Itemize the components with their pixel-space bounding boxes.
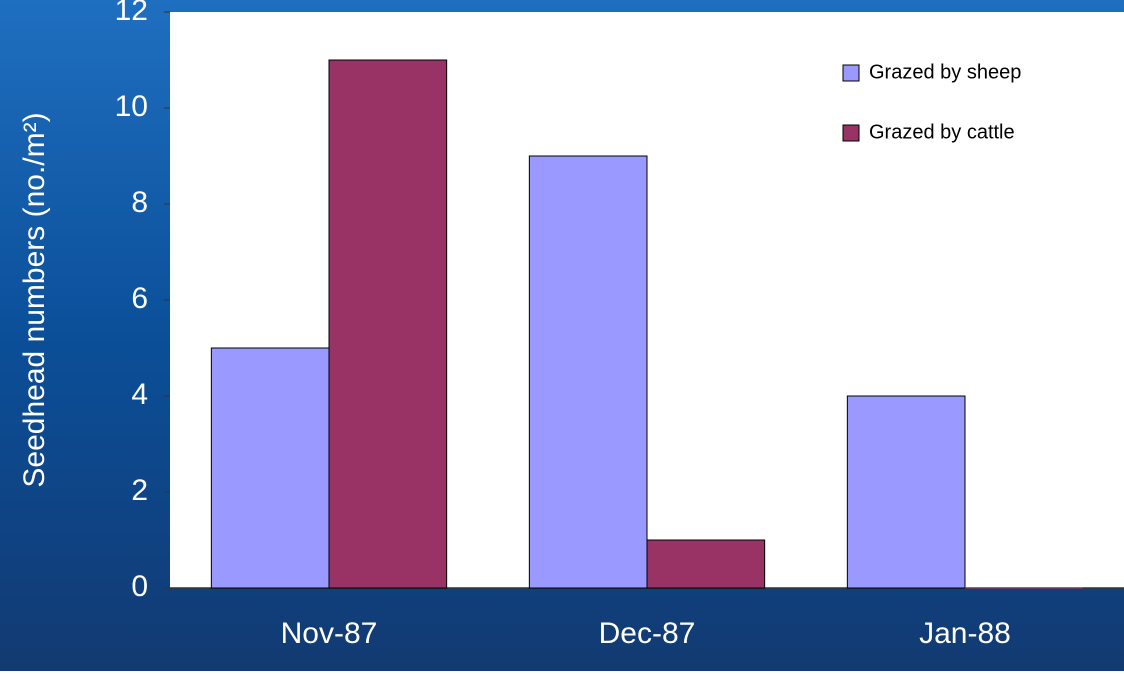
y-axis-label: Seedhead numbers (no./m²): [18, 112, 51, 487]
y-tick-label: 0: [131, 570, 148, 603]
bar: [328, 59, 448, 589]
x-tick-label: Dec-87: [599, 617, 696, 650]
bar: [210, 347, 330, 589]
legend-swatch: [842, 124, 860, 142]
y-tick-label: 6: [131, 282, 148, 315]
legend-label: Grazed by cattle: [869, 121, 1015, 143]
bar: [846, 395, 966, 589]
legend-swatch: [842, 64, 860, 82]
x-tick-label: Nov-87: [281, 617, 378, 650]
bar: [528, 155, 648, 589]
y-tick-label: 12: [115, 0, 148, 27]
y-tick-label: 8: [131, 186, 148, 219]
bar: [646, 539, 766, 589]
y-tick-label: 4: [131, 378, 148, 411]
x-tick-label: Jan-88: [919, 617, 1011, 650]
y-tick-label: 10: [115, 90, 148, 123]
y-tick-label: 2: [131, 474, 148, 507]
legend-label: Grazed by sheep: [869, 61, 1021, 83]
